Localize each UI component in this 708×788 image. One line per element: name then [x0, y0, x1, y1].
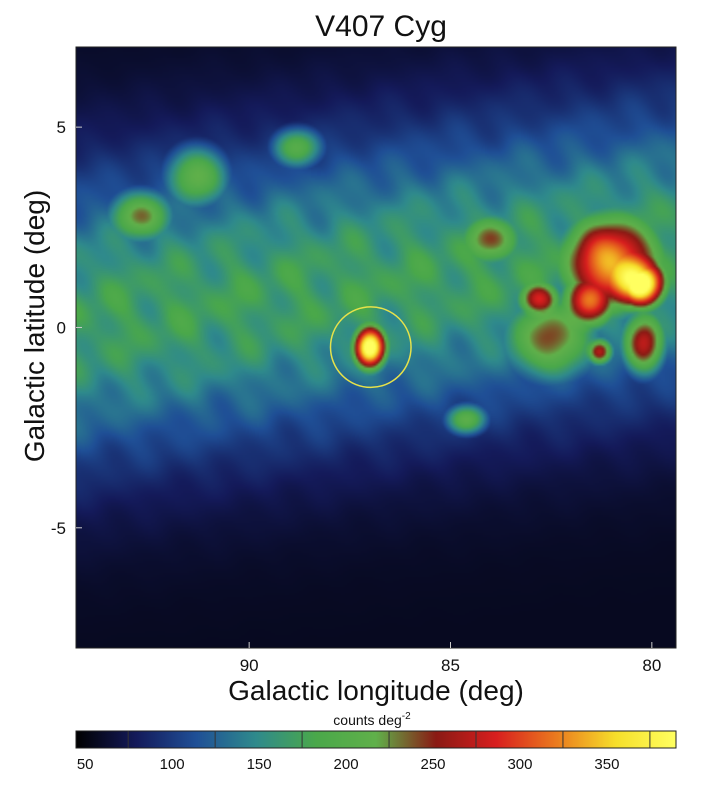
colorbar-label: counts deg-2	[333, 711, 411, 728]
colorbar-tick-label: 150	[247, 756, 272, 773]
colorbar-label-exponent: -2	[402, 711, 411, 722]
source-marker-circle	[329, 306, 412, 389]
y-tick-label: 0	[57, 318, 66, 337]
counts-map-image	[76, 47, 676, 648]
colorbar-tick-label: 350	[594, 756, 619, 773]
colorbar-ticks: 50 100 150 200 250 300 350	[77, 731, 651, 773]
colorbar-tick-label: 300	[507, 756, 532, 773]
y-axis-label: Galactic latitude (deg)	[19, 190, 50, 462]
colorbar: counts deg-2 50 100 150 200 250 300 350	[75, 711, 677, 773]
colorbar-tick-label: 50	[77, 756, 94, 773]
plot-area	[75, 46, 677, 649]
colorbar-tick-label: 250	[420, 756, 445, 773]
y-tick-label: 5	[57, 118, 66, 137]
x-tick-label: 90	[240, 656, 259, 675]
x-tick-label: 85	[441, 656, 460, 675]
colorbar-tick-label: 100	[160, 756, 185, 773]
x-tick-label: 80	[642, 656, 661, 675]
colorbar-bar	[75, 730, 677, 749]
x-axis-label: Galactic longitude (deg)	[228, 675, 524, 706]
colorbar-tick-label: 200	[334, 756, 359, 773]
chart-title: V407 Cyg	[315, 10, 447, 43]
plot-frame	[75, 46, 677, 649]
y-tick-label: -5	[51, 519, 66, 538]
y-axis-ticks: 5 0 -5	[51, 118, 82, 538]
x-axis-ticks: 90 85 80	[240, 642, 661, 675]
